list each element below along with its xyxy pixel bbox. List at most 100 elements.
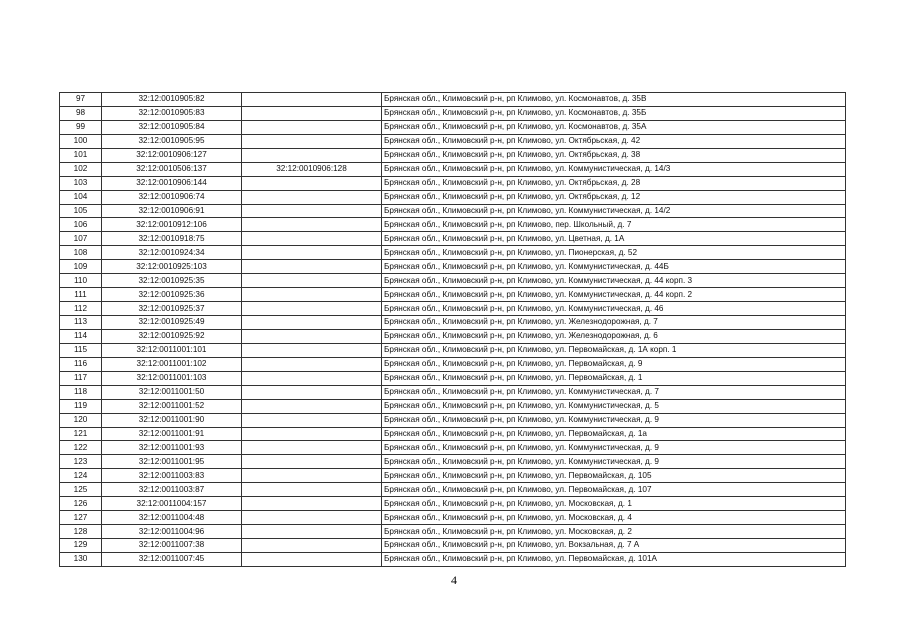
- address-cell: Брянская обл., Климовский р-н, рп Климов…: [381, 482, 846, 498]
- address-cell: Брянская обл., Климовский р-н, рп Климов…: [381, 496, 846, 512]
- address-cell: Брянская обл., Климовский р-н, рп Климов…: [381, 245, 846, 261]
- row-number-cell: 122: [59, 440, 102, 456]
- address-cell: Брянская обл., Климовский р-н, рп Климов…: [381, 328, 846, 344]
- row-number-cell: 109: [59, 259, 102, 275]
- table-row: 98 32:12:0010905:83 Брянская обл., Климовс…: [59, 105, 846, 121]
- cadastral-number-cell: 32:12:0010912:106: [101, 217, 242, 233]
- related-cadastral-number-cell: [241, 231, 382, 247]
- address-cell: Брянская обл., Климовский р-н, рп Климов…: [381, 231, 846, 247]
- row-number-cell: 113: [59, 315, 102, 330]
- related-cadastral-number-cell: [241, 440, 382, 456]
- cadastral-number-cell: 32:12:0011001:102: [101, 356, 242, 372]
- row-number-cell: 121: [59, 426, 102, 442]
- related-cadastral-number-cell: [241, 426, 382, 442]
- related-cadastral-number-cell: [241, 370, 382, 386]
- table-row: 121 32:12:0011001:91 Брянская обл., Климов…: [59, 426, 846, 442]
- cadastral-number-cell: 32:12:0011001:50: [101, 384, 242, 400]
- related-cadastral-number-cell: [241, 315, 382, 330]
- related-cadastral-number-cell: [241, 119, 382, 135]
- cadastral-number-cell: 32:12:0010925:37: [101, 301, 242, 316]
- address-cell: Брянская обл., Климовский р-н, рп Климов…: [381, 538, 846, 553]
- table-row: 105 32:12:0010906:91 Брянская обл., Климов…: [59, 203, 846, 219]
- related-cadastral-number-cell: [241, 412, 382, 428]
- row-number-cell: 103: [59, 175, 102, 191]
- cadastral-number-cell: 32:12:0010925:49: [101, 315, 242, 330]
- table-row: 128 32:12:0011004:96 Брянская обл., Климов…: [59, 524, 846, 539]
- table-row: 112 32:12:0010925:37 Брянская обл., Климов…: [59, 301, 846, 316]
- row-number-cell: 101: [59, 147, 102, 163]
- row-number-cell: 120: [59, 412, 102, 428]
- table-row: 129 32:12:0011007:38 Брянская обл., Климов…: [59, 538, 846, 553]
- related-cadastral-number-cell: [241, 551, 382, 567]
- cadastral-number-cell: 32:12:0010905:84: [101, 119, 242, 135]
- row-number-cell: 130: [59, 551, 102, 567]
- table-row: 119 32:12:0011001:52 Брянская обл., Климов…: [59, 398, 846, 414]
- related-cadastral-number-cell: [241, 273, 382, 289]
- row-number-cell: 112: [59, 301, 102, 316]
- related-cadastral-number-cell: [241, 245, 382, 261]
- cadastral-number-cell: 32:12:0011003:87: [101, 482, 242, 498]
- related-cadastral-number-cell: [241, 105, 382, 121]
- related-cadastral-number-cell: [241, 328, 382, 344]
- table-row: 130 32:12:0011007:45 Брянская обл., Климов…: [59, 551, 846, 567]
- address-cell: Брянская обл., Климовский р-н, рп Климов…: [381, 342, 846, 358]
- table-row: 120 32:12:0011001:90 Брянская обл., Климов…: [59, 412, 846, 428]
- related-cadastral-number-cell: [241, 454, 382, 470]
- table-row: 123 32:12:0011001:95 Брянская обл., Климов…: [59, 454, 846, 470]
- cadastral-number-cell: 32:12:0010906:127: [101, 147, 242, 163]
- row-number-cell: 117: [59, 370, 102, 386]
- row-number-cell: 126: [59, 496, 102, 512]
- related-cadastral-number-cell: [241, 301, 382, 316]
- cadastral-number-cell: 32:12:0011004:157: [101, 496, 242, 512]
- address-cell: Брянская обл., Климовский р-н, рп Климов…: [381, 217, 846, 233]
- table-row: 126 32:12:0011004:157 Брянская обл., Климо…: [59, 496, 846, 512]
- cadastral-number-cell: 32:12:0010905:82: [101, 92, 242, 107]
- address-cell: Брянская обл., Климовский р-н, рп Климов…: [381, 315, 846, 330]
- row-number-cell: 128: [59, 524, 102, 539]
- address-cell: Брянская обл., Климовский р-н, рп Климов…: [381, 92, 846, 107]
- address-cell: Брянская обл., Климовский р-н, рп Климов…: [381, 384, 846, 400]
- table-row: 116 32:12:0011001:102 Брянская обл., Климо…: [59, 356, 846, 372]
- cadastral-number-cell: 32:12:0011004:48: [101, 510, 242, 526]
- cadastral-number-cell: 32:12:0011001:52: [101, 398, 242, 414]
- address-cell: Брянская обл., Климовский р-н, рп Климов…: [381, 440, 846, 456]
- row-number-cell: 111: [59, 287, 102, 303]
- table-row: 106 32:12:0010912:106 Брянская обл., Климо…: [59, 217, 846, 233]
- page-number: 4: [451, 573, 457, 587]
- row-number-cell: 118: [59, 384, 102, 400]
- address-cell: Брянская обл., Климовский р-н, рп Климов…: [381, 133, 846, 149]
- address-cell: Брянская обл., Климовский р-н, рп Климов…: [381, 412, 846, 428]
- cadastral-number-cell: 32:12:0010925:36: [101, 287, 242, 303]
- related-cadastral-number-cell: [241, 203, 382, 219]
- table-row: 99 32:12:0010905:84 Брянская обл., Климовс…: [59, 119, 846, 135]
- address-cell: Брянская обл., Климовский р-н, рп Климов…: [381, 398, 846, 414]
- cadastral-number-cell: 32:12:0011001:95: [101, 454, 242, 470]
- cadastral-number-cell: 32:12:0010906:91: [101, 203, 242, 219]
- table-row: 107 32:12:0010918:75 Брянская обл., Климов…: [59, 231, 846, 247]
- cadastral-number-cell: 32:12:0010925:92: [101, 328, 242, 344]
- table-row: 115 32:12:0011001:101 Брянская обл., Климо…: [59, 342, 846, 358]
- related-cadastral-number-cell: [241, 538, 382, 553]
- related-cadastral-number-cell: [241, 524, 382, 539]
- cadastral-number-cell: 32:12:0010506:137: [101, 161, 242, 177]
- address-cell: Брянская обл., Климовский р-н, рп Климов…: [381, 454, 846, 470]
- cadastral-number-cell: 32:12:0010906:144: [101, 175, 242, 191]
- row-number-cell: 98: [59, 105, 102, 121]
- row-number-cell: 97: [59, 92, 102, 107]
- row-number-cell: 127: [59, 510, 102, 526]
- table-row: 113 32:12:0010925:49 Брянская обл., Климов…: [59, 315, 846, 330]
- address-cell: Брянская обл., Климовский р-н, рп Климов…: [381, 189, 846, 205]
- address-cell: Брянская обл., Климовский р-н, рп Климов…: [381, 551, 846, 567]
- related-cadastral-number-cell: [241, 468, 382, 484]
- related-cadastral-number-cell: [241, 259, 382, 275]
- table-row: 101 32:12:0010906:127 Брянская обл., Климо…: [59, 147, 846, 163]
- related-cadastral-number-cell: [241, 496, 382, 512]
- address-cell: Брянская обл., Климовский р-н, рп Климов…: [381, 259, 846, 275]
- table-row: 118 32:12:0011001:50 Брянская обл., Климов…: [59, 384, 846, 400]
- row-number-cell: 102: [59, 161, 102, 177]
- related-cadastral-number-cell: [241, 342, 382, 358]
- address-cell: Брянская обл., Климовский р-н, рп Климов…: [381, 147, 846, 163]
- cadastral-number-cell: 32:12:0010918:75: [101, 231, 242, 247]
- address-cell: Брянская обл., Климовский р-н, рп Климов…: [381, 161, 846, 177]
- related-cadastral-number-cell: [241, 287, 382, 303]
